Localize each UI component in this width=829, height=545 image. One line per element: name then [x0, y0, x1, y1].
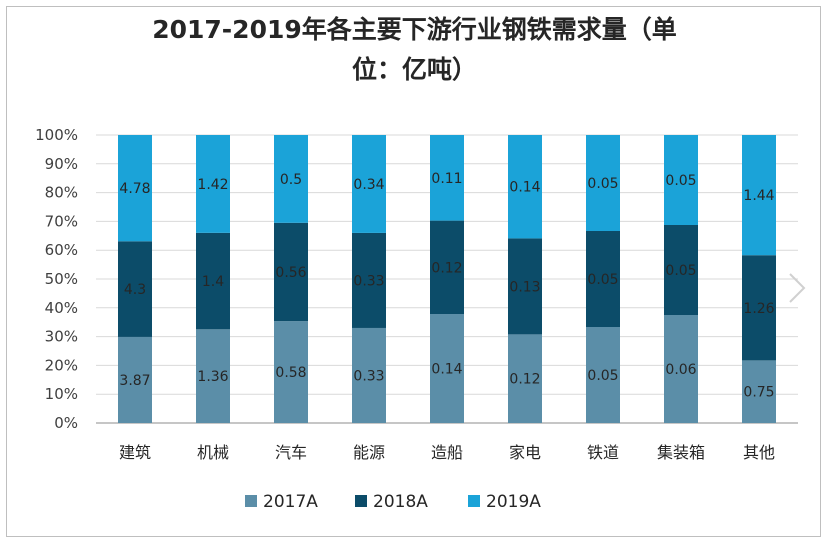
- x-category-label: 能源: [353, 443, 385, 462]
- bar-segment: [352, 232, 386, 328]
- bar-segment: [742, 360, 776, 423]
- data-label: 1.42: [197, 177, 228, 193]
- data-label: 0.5: [280, 172, 302, 188]
- data-label: 4.78: [119, 181, 150, 197]
- data-label: 3.87: [119, 373, 150, 389]
- bar-segment: [508, 238, 542, 335]
- y-tick-label: 70%: [45, 212, 78, 230]
- bar-segment: [508, 135, 542, 239]
- data-label: 0.05: [665, 263, 696, 279]
- bar-segment: [274, 135, 308, 223]
- bar-segment: [742, 135, 776, 256]
- data-label: 4.3: [124, 282, 146, 298]
- data-label: 1.36: [197, 369, 228, 385]
- y-tick-label: 80%: [45, 184, 78, 202]
- legend-label: 2017A: [263, 492, 318, 512]
- bar-segment: [586, 135, 620, 231]
- x-category-label: 家电: [509, 443, 541, 462]
- chart-title-line-2: 位：亿吨）: [351, 55, 477, 84]
- data-label: 0.11: [431, 171, 462, 187]
- data-label: 0.05: [587, 272, 618, 288]
- data-label: 0.33: [353, 273, 384, 289]
- bar-segment: [664, 225, 698, 315]
- data-label: 0.14: [431, 362, 462, 378]
- bar-segment: [742, 255, 776, 361]
- data-label: 0.75: [743, 385, 774, 401]
- data-label: 0.12: [431, 260, 462, 276]
- bar-segment: [196, 135, 230, 233]
- x-category-label: 集装箱: [657, 443, 705, 462]
- legend-label: 2018A: [373, 492, 428, 512]
- legend-swatch: [468, 495, 480, 507]
- data-label: 0.06: [665, 362, 696, 378]
- data-label: 0.34: [353, 177, 384, 193]
- x-category-label: 建筑: [119, 443, 151, 462]
- bar-segment: [352, 327, 386, 423]
- data-label: 0.05: [587, 176, 618, 192]
- bar-segment: [118, 241, 152, 337]
- bar-segment: [196, 232, 230, 330]
- data-label: 0.58: [275, 365, 306, 381]
- bar-segment: [430, 220, 464, 315]
- bar-segment: [586, 327, 620, 423]
- chevron-right-icon[interactable]: [786, 270, 808, 306]
- y-tick-label: 60%: [45, 241, 78, 259]
- data-label: 1.4: [202, 274, 224, 290]
- y-tick-label: 90%: [45, 155, 78, 173]
- bar-segment: [274, 222, 308, 322]
- data-label: 0.33: [353, 368, 384, 384]
- data-label: 0.05: [665, 173, 696, 189]
- y-tick-label: 50%: [45, 270, 78, 288]
- x-category-label: 其他: [743, 443, 775, 462]
- bar-segment: [430, 314, 464, 423]
- bar-segment: [196, 329, 230, 423]
- bar-segment: [430, 135, 464, 221]
- data-label: 0.12: [509, 372, 540, 388]
- x-category-label: 铁道: [587, 443, 619, 462]
- y-tick-label: 40%: [45, 299, 78, 317]
- bar-segment: [586, 231, 620, 327]
- x-category-label: 机械: [197, 443, 229, 462]
- data-label: 0.56: [275, 265, 306, 281]
- y-tick-label: 10%: [45, 385, 78, 403]
- bar-segment: [274, 321, 308, 423]
- legend-label: 2019A: [486, 492, 541, 512]
- x-category-label: 造船: [431, 443, 463, 462]
- data-label: 1.26: [743, 301, 774, 317]
- data-label: 0.14: [509, 180, 540, 196]
- bar-segment: [664, 315, 698, 423]
- bar-segment: [352, 135, 386, 233]
- chart-title: 2017-2019年各主要下游行业钢铁需求量（单 位：亿吨）: [0, 10, 829, 90]
- data-label: 1.44: [743, 188, 774, 204]
- bar-segment: [508, 334, 542, 423]
- legend-swatch: [245, 495, 257, 507]
- bar-segment: [118, 135, 152, 242]
- data-label: 0.13: [509, 279, 540, 295]
- y-tick-label: 100%: [35, 126, 78, 144]
- y-tick-label: 30%: [45, 328, 78, 346]
- y-tick-label: 20%: [45, 356, 78, 374]
- y-tick-label: 0%: [54, 414, 78, 432]
- chart-title-line-1: 2017-2019年各主要下游行业钢铁需求量（单: [152, 15, 677, 44]
- bar-segment: [118, 336, 152, 423]
- x-category-label: 汽车: [275, 443, 307, 462]
- bar-segment: [664, 135, 698, 225]
- legend-swatch: [355, 495, 367, 507]
- data-label: 0.05: [587, 368, 618, 384]
